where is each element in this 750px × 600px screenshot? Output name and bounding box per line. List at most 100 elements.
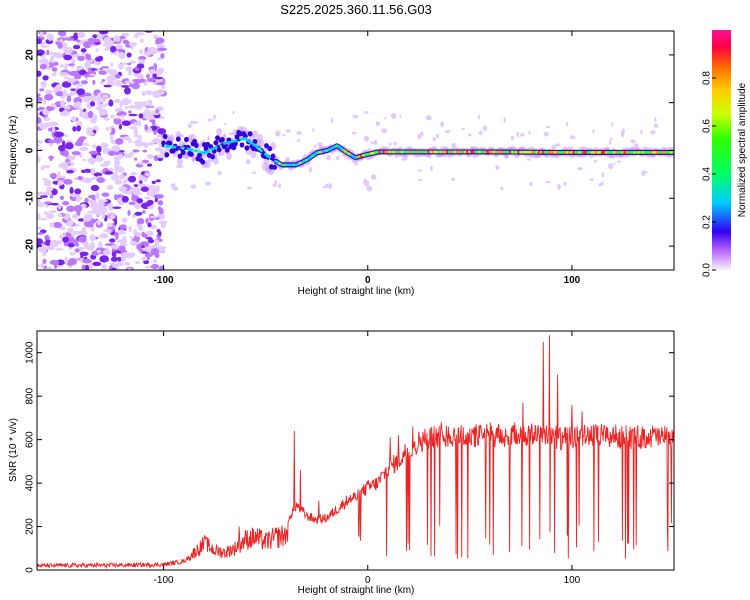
heatmap-cell bbox=[246, 186, 253, 190]
heatmap-cell bbox=[62, 236, 70, 243]
heatmap-cell bbox=[461, 127, 465, 131]
heatmap-cell bbox=[42, 251, 47, 257]
heatmap-cell bbox=[84, 73, 90, 78]
heatmap-cell bbox=[77, 107, 85, 111]
heatmap-cell bbox=[60, 100, 65, 108]
colorbar-tick-label: 0.0 bbox=[702, 263, 713, 277]
heatmap-cell bbox=[44, 234, 50, 241]
heatmap-cell bbox=[47, 33, 55, 41]
heatmap-cell bbox=[144, 115, 153, 120]
heatmap-cell bbox=[122, 235, 127, 242]
heatmap-cell bbox=[264, 143, 269, 149]
spectrogram-heatmap bbox=[37, 31, 674, 270]
heatmap-cell bbox=[158, 265, 165, 270]
heatmap-cell bbox=[82, 95, 91, 103]
heatmap-cell bbox=[66, 77, 77, 83]
heatmap-cell bbox=[79, 251, 89, 257]
heatmap-cell bbox=[81, 52, 86, 56]
heatmap-cell bbox=[640, 129, 643, 135]
heatmap-cell bbox=[82, 92, 92, 97]
heatmap-cell bbox=[565, 122, 568, 127]
heatmap-cell bbox=[109, 214, 116, 220]
heatmap-cell bbox=[42, 122, 52, 128]
y-tick-label: 0 bbox=[25, 567, 36, 573]
heatmap-cell bbox=[70, 88, 78, 91]
colorbar-tick-label: 0.6 bbox=[702, 119, 713, 133]
snr-y-label: SNR (10 * v/v) bbox=[8, 418, 19, 482]
heatmap-cell bbox=[143, 51, 152, 56]
heatmap-cell bbox=[641, 170, 648, 174]
heatmap-cell bbox=[110, 62, 114, 67]
heatmap-cell bbox=[101, 66, 110, 69]
heatmap-cell bbox=[239, 142, 245, 148]
heatmap-cell bbox=[119, 100, 123, 108]
heatmap-cell bbox=[42, 109, 50, 116]
heatmap-cell bbox=[105, 127, 110, 131]
heatmap-cell bbox=[114, 79, 123, 87]
heatmap-cell bbox=[153, 137, 160, 143]
heatmap-cell bbox=[39, 88, 45, 92]
heatmap-cell bbox=[139, 38, 144, 43]
heatmap-cell bbox=[115, 44, 123, 51]
heatmap-cell bbox=[147, 199, 154, 206]
heatmap-cell bbox=[57, 213, 63, 218]
heatmap-cell bbox=[128, 113, 138, 117]
heatmap-cell bbox=[64, 150, 69, 158]
heatmap-cell bbox=[149, 187, 156, 192]
heatmap-cell bbox=[140, 186, 149, 192]
heatmap-cell bbox=[81, 110, 89, 118]
heatmap-cell bbox=[40, 45, 50, 48]
heatmap-cell bbox=[69, 251, 76, 256]
heatmap-cell bbox=[109, 238, 116, 243]
heatmap-cell bbox=[112, 41, 122, 44]
heatmap-cell bbox=[126, 52, 132, 58]
heatmap-cell bbox=[168, 134, 175, 143]
heatmap-cell bbox=[117, 153, 124, 159]
heatmap-cell bbox=[152, 73, 157, 78]
heatmap-cell bbox=[77, 31, 86, 39]
heatmap-cell bbox=[285, 129, 291, 133]
heatmap-cell bbox=[144, 108, 150, 115]
heatmap-cell bbox=[495, 165, 500, 170]
colorbar-ticks: 0.0 0.2 0.4 0.6 0.8 bbox=[702, 71, 716, 277]
heatmap-cell bbox=[153, 76, 163, 80]
heatmap-cell bbox=[114, 107, 124, 113]
heatmap-cell bbox=[37, 191, 45, 196]
heatmap-cell bbox=[37, 144, 41, 147]
heatmap-cell bbox=[133, 128, 138, 135]
heatmap-cell bbox=[477, 114, 481, 120]
heatmap-cell bbox=[40, 58, 49, 65]
heatmap-cell bbox=[393, 141, 397, 146]
y-tick-label: 400 bbox=[25, 474, 36, 491]
heatmap-cell bbox=[74, 248, 80, 253]
heatmap-cell bbox=[37, 49, 45, 56]
heatmap-cell bbox=[127, 267, 132, 270]
heatmap-cell bbox=[155, 82, 165, 86]
heatmap-cell bbox=[103, 228, 113, 233]
heatmap-cell bbox=[144, 196, 151, 200]
heatmap-cell bbox=[130, 172, 138, 176]
heatmap-cell bbox=[64, 142, 74, 150]
heatmap-cell bbox=[152, 259, 158, 264]
heatmap-cell bbox=[129, 60, 136, 64]
heatmap-cell bbox=[39, 31, 44, 38]
heatmap-cell bbox=[99, 163, 109, 167]
heatmap-cell bbox=[653, 123, 659, 128]
heatmap-cell bbox=[190, 184, 197, 189]
heatmap-cell bbox=[118, 186, 128, 192]
heatmap-cell bbox=[210, 154, 215, 160]
heatmap-cell bbox=[95, 33, 105, 38]
heatmap-cell bbox=[157, 206, 162, 211]
heatmap-cell bbox=[326, 154, 331, 161]
heatmap-cell bbox=[101, 94, 109, 99]
heatmap-cell bbox=[50, 202, 59, 206]
heatmap-cell bbox=[154, 241, 160, 248]
heatmap-cell bbox=[200, 159, 206, 165]
heatmap-cell bbox=[110, 133, 114, 142]
heatmap-cell bbox=[57, 31, 67, 37]
heatmap-cell bbox=[37, 263, 41, 268]
heatmap-cell bbox=[121, 252, 131, 257]
heatmap-cell bbox=[101, 263, 107, 270]
heatmap-cell bbox=[115, 138, 124, 145]
heatmap-cell bbox=[46, 266, 53, 270]
